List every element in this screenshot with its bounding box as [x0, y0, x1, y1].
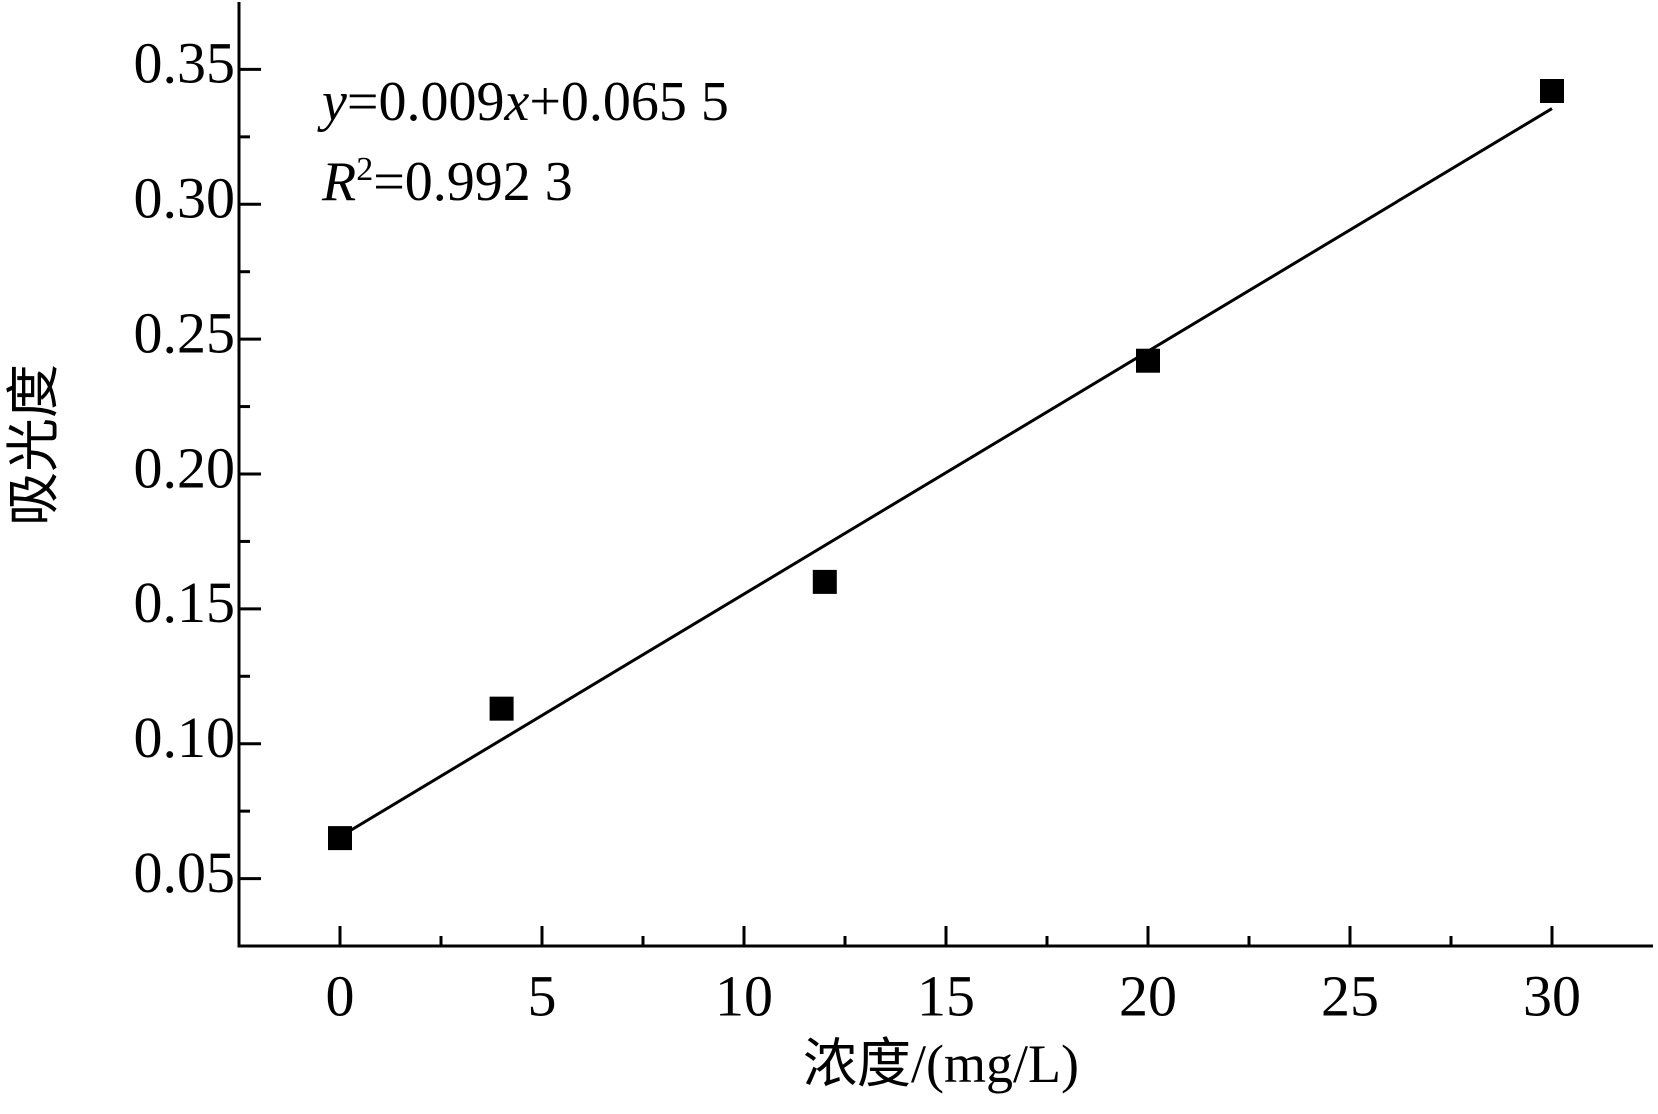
- x-tick-label: 5: [528, 963, 557, 1028]
- r-squared-part: R: [321, 151, 356, 213]
- y-tick-label: 0.20: [134, 435, 236, 500]
- r-squared-part: 2: [356, 151, 373, 188]
- point: [812, 569, 837, 594]
- x-tick-label: 10: [715, 963, 773, 1028]
- point: [1540, 79, 1564, 104]
- equation-part: y: [317, 71, 347, 133]
- equation-part: =0.009: [347, 71, 505, 133]
- y-tick-label: 0.25: [134, 300, 236, 365]
- x-tick-label: 30: [1523, 963, 1581, 1028]
- r-squared-part: =0.992 3: [373, 151, 573, 213]
- y-tick-label: 0.05: [134, 840, 236, 905]
- y-tick-label: 0.30: [134, 166, 236, 231]
- x-tick-label: 20: [1119, 963, 1177, 1028]
- y-tick-label: 0.15: [134, 570, 236, 635]
- r-squared: R2=0.992 3: [321, 151, 573, 213]
- x-tick-label: 25: [1321, 963, 1379, 1028]
- x-tick-label: 15: [917, 963, 975, 1028]
- equation: y=0.009x+0.065 5: [317, 71, 729, 133]
- y-axis-title: 吸光度: [4, 364, 64, 526]
- x-axis-title: 浓度/(mg/L): [803, 1034, 1079, 1094]
- point: [328, 826, 352, 851]
- equation-part: x: [503, 71, 529, 133]
- equation-part: +0.065 5: [529, 71, 729, 133]
- y-tick-label: 0.35: [134, 31, 236, 96]
- point: [1136, 348, 1160, 373]
- x-tick-label: 0: [326, 963, 355, 1028]
- y-tick-label: 0.10: [134, 705, 236, 770]
- fit-line: [339, 107, 1553, 839]
- point: [489, 696, 514, 721]
